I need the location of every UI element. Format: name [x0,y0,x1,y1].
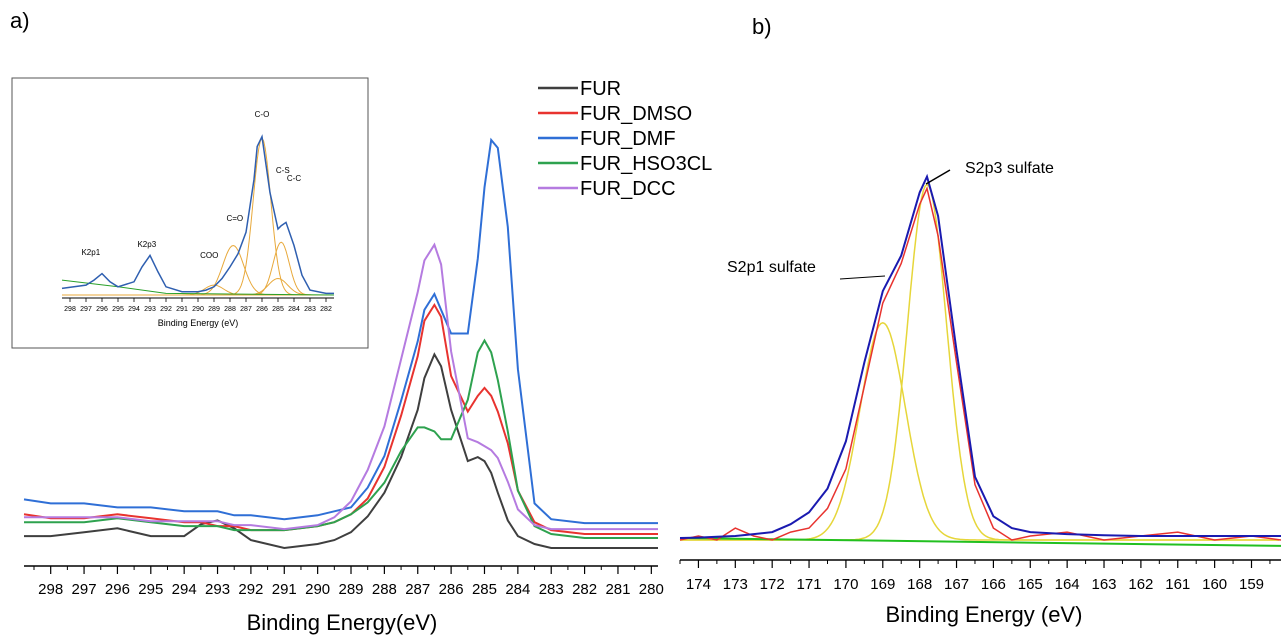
inset-x-tick-label-298: 298 [64,306,76,313]
legend-label-fur-dmf: FUR_DMF [580,128,676,150]
annotation-s2p1-sulfate: S2p1 sulfate [727,259,816,276]
x-tick-label-281: 281 [605,581,630,598]
legend-label-fur-dmso: FUR_DMSO [580,103,692,125]
x-tick-label-174: 174 [686,576,711,593]
x-tick-label-295: 295 [138,581,163,598]
x-tick-label-163: 163 [1092,576,1117,593]
x-tick-label-290: 290 [305,581,330,598]
series-line-fit [680,177,1281,538]
x-tick-label-282: 282 [572,581,597,598]
x-tick-label-287: 287 [405,581,430,598]
legend-label-fur: FUR [580,78,621,100]
inset-x-tick-label-294: 294 [128,306,140,313]
x-tick-label-283: 283 [539,581,564,598]
x-tick-label-161: 161 [1165,576,1190,593]
inset-x-tick-label-283: 283 [304,306,316,313]
x-tick-label-288: 288 [372,581,397,598]
x-tick-label-171: 171 [797,576,822,593]
inset-x-tick-label-290: 290 [192,306,204,313]
x-tick-label-167: 167 [944,576,969,593]
x-tick-label-169: 169 [870,576,895,593]
x-tick-label-160: 160 [1202,576,1227,593]
inset-annotation-c-c: C-C [287,174,301,183]
inset-x-tick-label-297: 297 [80,306,92,313]
inset-x-tick-label-287: 287 [240,306,252,313]
inset-x-tick-label-295: 295 [112,306,124,313]
annotation-s2p3-sulfate: S2p3 sulfate [965,160,1054,177]
inset-annotation-k2p1: K2p1 [81,248,100,257]
x-tick-label-293: 293 [205,581,230,598]
x-tick-label-166: 166 [981,576,1006,593]
legend-label-fur-dcc: FUR_DCC [580,178,676,200]
x-tick-label-159: 159 [1239,576,1264,593]
inset-x-tick-label-288: 288 [224,306,236,313]
inset-x-tick-label-291: 291 [176,306,188,313]
x-tick-label-280: 280 [639,581,664,598]
inset-x-axis-label: Binding Energy (eV) [158,318,239,328]
inset-x-tick-label-296: 296 [96,306,108,313]
annotation-leader-s2p3 [926,170,950,184]
inset-x-tick-label-282: 282 [320,306,332,313]
x-tick-label-285: 285 [472,581,497,598]
x-tick-label-292: 292 [238,581,263,598]
annotation-leader-s2p1 [840,276,885,279]
inset-x-tick-label-293: 293 [144,306,156,313]
x-tick-label-294: 294 [172,581,197,598]
inset-x-tick-label-285: 285 [272,306,284,313]
inset-x-tick-label-289: 289 [208,306,220,313]
x-tick-label-165: 165 [1018,576,1043,593]
x-axis-label: Binding Energy (eV) [886,602,1083,627]
x-tick-label-172: 172 [760,576,785,593]
x-tick-label-297: 297 [72,581,97,598]
x-tick-label-164: 164 [1055,576,1080,593]
x-tick-label-284: 284 [505,581,530,598]
x-axis-label: Binding Energy(eV) [247,610,438,635]
x-tick-label-173: 173 [723,576,748,593]
x-tick-label-291: 291 [272,581,297,598]
x-tick-label-286: 286 [439,581,464,598]
inset-x-tick-label-286: 286 [256,306,268,313]
x-tick-label-289: 289 [338,581,363,598]
inset-annotation-c-o: C=O [226,214,243,223]
inset-x-tick-label-284: 284 [288,306,300,313]
inset-x-tick-label-292: 292 [160,306,172,313]
inset-annotation-k2p3: K2p3 [137,240,156,249]
inset-annotation-c-o: C-O [255,110,270,119]
x-tick-label-298: 298 [38,581,63,598]
x-tick-label-296: 296 [105,581,130,598]
panel-b-chart: 174 173 172 171 170 169 168 167 166 165 164 163 162 1… [680,160,1281,627]
legend-label-fur-hso3cl: FUR_HSO3CL [580,153,712,175]
component-s2p1-sulfate [680,323,1279,540]
x-tick-label-170: 170 [833,576,858,593]
inset-annotation-coo: COO [200,251,218,260]
x-tick-label-168: 168 [907,576,932,593]
x-tick-label-162: 162 [1128,576,1153,593]
panel-a-inset: 298 297 296 295 294 293 292 291 290 289 288 287 286 2… [12,78,368,348]
